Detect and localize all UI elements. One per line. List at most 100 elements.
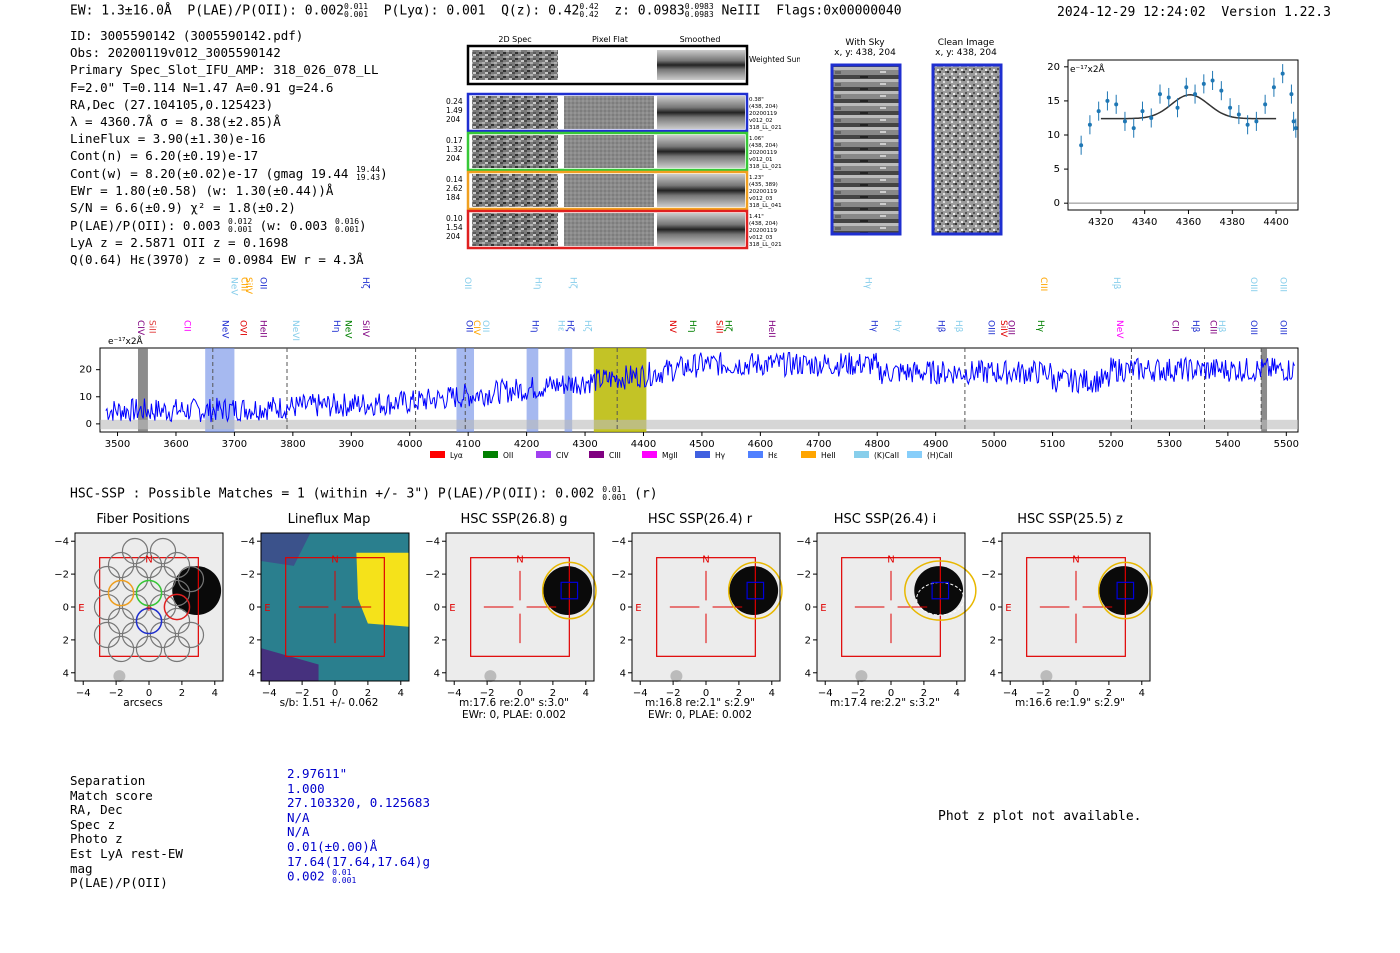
cutout-flat — [564, 135, 654, 168]
cutout-left-label: 0.24 — [446, 97, 463, 106]
fit-xtick-label: 4400 — [1263, 217, 1288, 228]
legend-label: Hε — [768, 451, 778, 460]
match-value: 0.01(±0.00)Å — [287, 838, 378, 854]
info-plae-w-lo: 0.001 — [334, 225, 360, 235]
bright-source — [914, 566, 964, 615]
aperture-ellipse — [1097, 561, 1153, 620]
fiber-circle — [121, 621, 149, 649]
panel-ytick-label: −4 — [981, 537, 996, 548]
cutout-left-label: 0.17 — [446, 136, 463, 145]
legend-swatch — [483, 451, 498, 458]
cutout-right-label: 318_LL_021 — [749, 125, 782, 131]
spectrum-line-label-text: Hζ — [582, 320, 592, 332]
spectrum-grey-band — [137, 348, 148, 432]
match-box — [746, 581, 765, 600]
info-plae-w-close: ) — [359, 217, 367, 233]
header-ew: EW: 1.3±16.0Å — [70, 3, 172, 19]
panel-ytick-label: −4 — [240, 537, 255, 548]
info-plae-lo: 0.001 — [228, 225, 253, 235]
cutout-left-label: 2.62 — [446, 184, 463, 193]
fiber-circle — [107, 551, 135, 579]
fit-point — [1131, 126, 1136, 131]
panel-xtick-label: 2 — [550, 688, 556, 699]
center-marker: + — [145, 603, 153, 614]
image-panel: N E −4 4 −2 2 0 0 2 −2 4 −4 — [240, 532, 410, 699]
spectrum-line-label-text: NeV — [228, 277, 238, 296]
spectrum-line-label: Hη — [529, 320, 539, 332]
spectrum-line-label: Hβ — [1216, 320, 1226, 333]
cutout-right-label: v012_03 — [749, 196, 773, 202]
spectrum-line-label: OVI — [237, 320, 247, 336]
spectrum-line-label: OII — [258, 277, 268, 289]
info-contw: Cont(w) = 8.20(±0.02)e-17 (gmag 19.44 19… — [70, 165, 388, 183]
spectrum-line-label: Hη — [532, 277, 542, 289]
panel-ytick-label: 0 — [620, 603, 626, 614]
compass-n: N — [145, 555, 152, 566]
panel-ytick-label: 2 — [805, 635, 811, 646]
match-plae-lo: 0.001 — [332, 876, 357, 886]
match-box — [1116, 581, 1135, 600]
fit-ytick-label: 20 — [1047, 62, 1060, 73]
hsc-summary-text: HSC-SSP : Possible Matches = 1 (within +… — [70, 486, 595, 502]
info-lambda: λ = 4360.7Å σ = 8.38(±2.85)Å — [70, 114, 281, 130]
fit-model-curve — [1100, 94, 1277, 120]
fit-point — [1289, 92, 1294, 97]
match-label: mag — [70, 860, 93, 876]
fit-ytick-label: 5 — [1054, 164, 1060, 175]
spectrum-blue-band — [526, 348, 539, 432]
info-sn: S/N = 6.6(±0.9) χ² = 1.8(±0.2) — [70, 200, 296, 216]
panel-ytick-label: −4 — [611, 537, 626, 548]
clean-title: Clean Image — [937, 38, 995, 48]
spectrum-line-label-text: NeV — [1114, 320, 1124, 339]
spectrum-line-label: Hε — [556, 320, 566, 332]
panel-xtick-label: 2 — [921, 688, 927, 699]
spectrum-xtick-label: 4200 — [514, 439, 539, 450]
spectrum-line-label: CIV — [135, 320, 145, 336]
match-values: 2.97611" 1.000 27.103320, 0.125683 N/A N… — [287, 766, 430, 885]
fiber-circle — [121, 537, 149, 565]
cutout-col-2d: 2D Spec — [498, 35, 531, 44]
spectrum-line-label-text: CII — [1169, 320, 1179, 332]
header-qz: Q(z): 0.42 — [501, 3, 580, 19]
fiber-circle — [135, 551, 163, 579]
info-plae-text: P(LAE)/P(OII): 0.003 — [70, 217, 221, 233]
info-plae: P(LAE)/P(OII): 0.003 0.012 0.001 (w: 0.00… — [70, 217, 388, 235]
spectrum-line-label: NeV — [228, 277, 238, 296]
panel-caption: m:17.4 re:2.2" s:3.2" — [810, 697, 960, 709]
panel-ytick-label: 0 — [434, 603, 440, 614]
spectrum-line-label-text: Hζ — [567, 277, 577, 289]
fiber-circle — [163, 635, 191, 663]
red-box — [1026, 557, 1126, 657]
lineflux-bright — [356, 552, 409, 627]
fit-xtick-label: 4340 — [1132, 217, 1157, 228]
cutout-right-label: v012_02 — [749, 118, 773, 124]
fiber-circle — [93, 593, 121, 621]
spectrum-line-label-text: OVI — [237, 320, 247, 336]
line-fit-plot: e⁻¹⁷x2Å 4320 4340 4360 4380 4400 0 5 10 15 20 — [1047, 59, 1299, 228]
compass-n: N — [702, 555, 709, 566]
cutout-right-label: v012_03 — [749, 235, 773, 241]
fit-point — [1245, 122, 1250, 127]
cutout-weighted-label: Weighted Sum — [749, 55, 800, 64]
spectrum-line-label: CIII — [238, 277, 248, 291]
cutout-flat — [564, 174, 654, 207]
match-value: 2.97611" — [287, 766, 348, 781]
faint-source — [855, 670, 868, 683]
fiber-circle — [107, 607, 135, 635]
cutout-left-label: 204 — [446, 115, 461, 124]
spectrum-xtick-label: 4900 — [923, 439, 948, 450]
spectrum-line-label-text: Hη — [687, 320, 697, 332]
panel-caption-line: EWr: 0, PLAE: 0.002 — [461, 709, 567, 721]
legend-swatch — [695, 451, 710, 458]
info-plae-w: (w: 0.003 — [259, 217, 328, 233]
cutout-row-frame — [466, 92, 749, 133]
panel-ytick-label: 4 — [620, 668, 626, 679]
panel-caption-line: EWr: 0, PLAE: 0.002 — [647, 709, 753, 721]
cutout-smooth — [657, 174, 745, 207]
match-label: Spec z — [70, 816, 116, 832]
match-label: Est LyA rest-EW — [70, 845, 183, 861]
header-z-lo: 0.0983 — [684, 10, 714, 19]
match-value: 0.002 0.01 0.001 — [287, 869, 430, 885]
spectrum-line-label-text: CIII — [238, 277, 248, 291]
